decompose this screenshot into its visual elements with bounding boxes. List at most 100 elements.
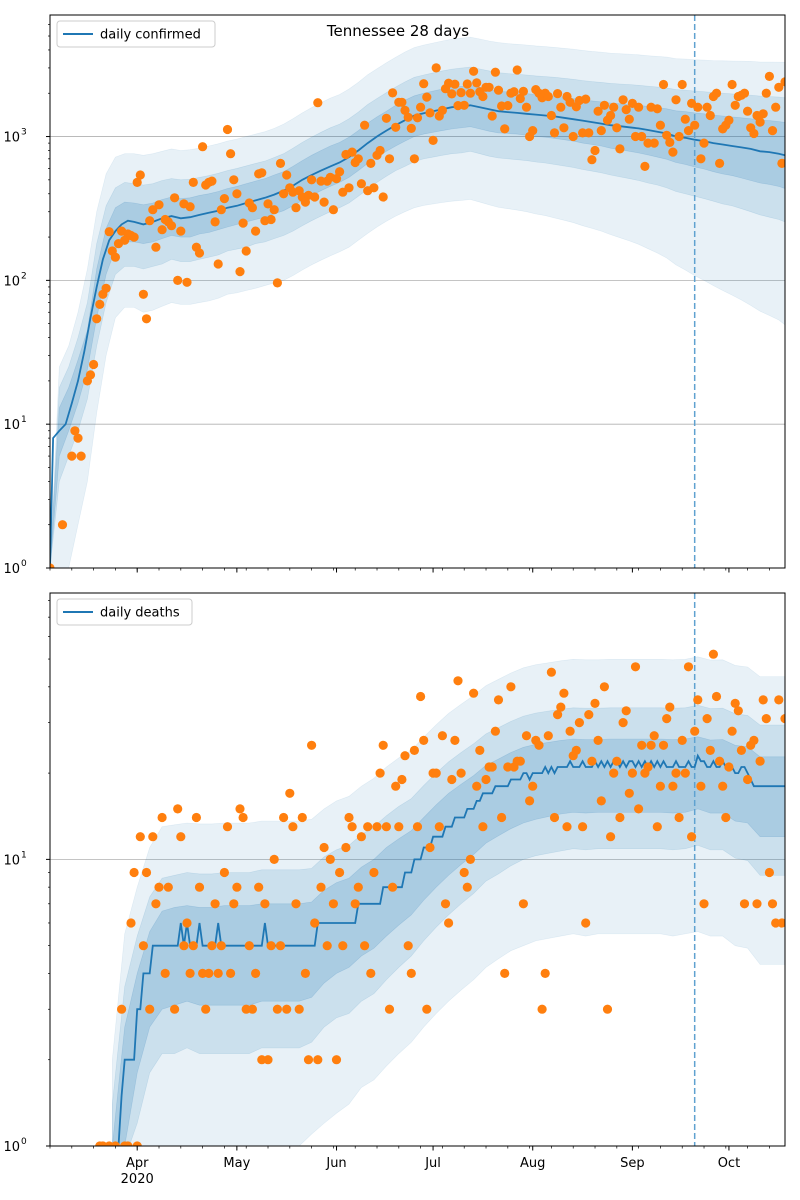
data-point — [743, 106, 753, 116]
data-point — [478, 91, 488, 102]
data-point — [275, 941, 286, 951]
data-point — [621, 105, 631, 115]
data-point — [89, 359, 99, 370]
data-point — [173, 804, 183, 814]
data-point — [384, 1004, 395, 1014]
data-point — [328, 899, 338, 909]
data-point — [241, 246, 251, 256]
data-point — [590, 145, 600, 156]
data-point — [553, 89, 563, 99]
data-point — [472, 781, 482, 791]
data-point — [602, 1004, 613, 1014]
data-point — [525, 796, 535, 806]
data-point — [170, 1004, 180, 1014]
data-point — [767, 899, 778, 909]
data-point — [416, 691, 426, 702]
data-point — [425, 108, 435, 118]
data-point — [419, 79, 429, 89]
data-point — [528, 126, 538, 136]
data-point — [655, 120, 666, 130]
data-point — [275, 158, 286, 168]
data-point — [634, 804, 644, 814]
data-point — [238, 218, 248, 228]
data-point — [596, 126, 606, 136]
data-point — [434, 822, 444, 832]
data-point — [724, 115, 734, 125]
data-point — [244, 941, 254, 951]
data-point — [462, 79, 472, 89]
data-point — [378, 740, 388, 750]
data-point — [777, 158, 785, 168]
legend-box — [56, 598, 193, 626]
data-point — [447, 89, 457, 99]
data-point — [739, 899, 750, 909]
data-point — [319, 842, 329, 853]
data-point — [764, 71, 775, 81]
data-point — [188, 941, 198, 951]
deaths-frame — [49, 592, 786, 1147]
data-point — [621, 706, 631, 716]
data-point — [767, 126, 778, 136]
data-point — [540, 968, 550, 979]
data-point — [718, 781, 728, 791]
y-tick-exponent: 2 — [21, 271, 27, 281]
data-point — [310, 918, 320, 928]
data-point — [546, 667, 557, 677]
data-point — [469, 688, 479, 698]
data-point — [780, 77, 785, 87]
data-point — [372, 822, 382, 832]
data-point — [637, 740, 647, 750]
data-point — [705, 745, 715, 756]
data-point — [652, 104, 662, 114]
data-point — [194, 248, 205, 258]
data-point — [335, 167, 345, 177]
data-point — [702, 714, 712, 724]
data-point — [687, 832, 697, 842]
data-point — [419, 735, 429, 746]
data-point — [652, 822, 662, 832]
data-point — [696, 154, 706, 164]
data-point — [272, 1004, 282, 1014]
data-point — [50, 563, 55, 568]
data-point — [378, 192, 388, 202]
data-point — [578, 822, 588, 832]
data-point — [478, 822, 488, 832]
data-point — [366, 968, 376, 979]
data-point — [758, 695, 768, 705]
data-point — [356, 179, 366, 189]
y-tick-exponent: 1 — [21, 850, 27, 860]
data-point — [331, 1055, 342, 1065]
data-point — [465, 88, 475, 98]
data-point — [665, 137, 675, 147]
data-point — [606, 832, 616, 842]
x-year-label: 2020 — [121, 1172, 154, 1187]
data-point — [251, 968, 261, 979]
data-point — [484, 82, 494, 92]
data-point — [403, 941, 413, 951]
data-point — [403, 112, 413, 122]
data-point — [85, 370, 96, 380]
data-point — [269, 854, 279, 865]
data-point — [721, 812, 731, 823]
data-point — [618, 718, 628, 728]
data-point — [521, 102, 532, 112]
data-point — [266, 214, 276, 225]
data-point — [606, 110, 616, 121]
data-point — [126, 918, 136, 928]
data-point — [381, 113, 391, 123]
data-point — [711, 88, 722, 98]
data-point — [132, 177, 142, 187]
data-point — [500, 124, 510, 134]
data-point — [344, 812, 354, 823]
data-point — [733, 706, 743, 716]
data-point — [612, 123, 622, 133]
data-point — [780, 714, 785, 724]
data-point — [360, 941, 370, 951]
data-point — [335, 867, 345, 878]
data-point — [668, 147, 678, 157]
legend-box — [56, 20, 216, 48]
data-point — [300, 968, 310, 979]
x-tick-label: Jun — [325, 1156, 346, 1171]
data-point — [92, 314, 102, 324]
